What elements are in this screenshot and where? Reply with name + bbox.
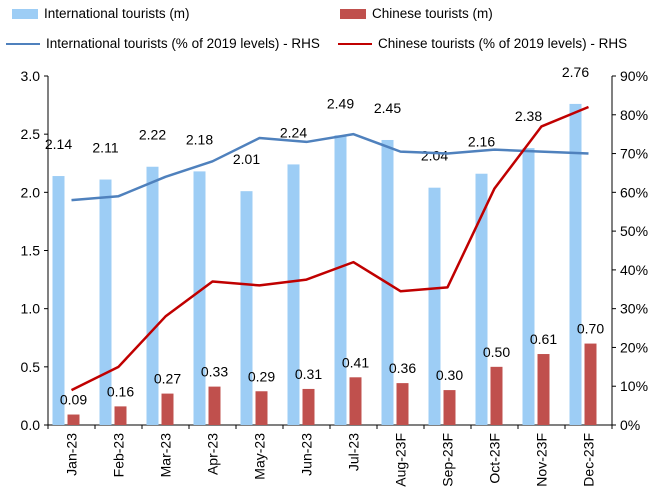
y-right-tick-label: 80% — [620, 107, 648, 123]
data-label-cn: 0.70 — [577, 321, 604, 337]
x-tick-label: Jan-23 — [64, 433, 80, 476]
bar-intl — [193, 171, 206, 425]
data-label-intl: 2.49 — [327, 95, 354, 111]
y-right-tick-label: 50% — [620, 223, 648, 239]
bar-intl — [334, 135, 347, 425]
data-label-cn: 0.30 — [436, 367, 463, 383]
data-label-intl: 2.01 — [233, 151, 260, 167]
bar-intl — [569, 103, 582, 426]
x-tick-label: Jun-23 — [299, 433, 315, 476]
bar-intl — [522, 148, 535, 426]
bar-cn — [67, 414, 80, 425]
data-label-intl: 2.11 — [92, 140, 118, 156]
data-label-cn: 0.41 — [342, 354, 369, 370]
bar-cn — [349, 377, 362, 425]
y-right-tick-label: 20% — [620, 339, 648, 355]
x-tick-label: Sep-23F — [440, 433, 456, 487]
legend: International tourists (m) Chinese touri… — [0, 0, 666, 60]
bar-cn — [584, 343, 597, 425]
data-label-intl: 2.76 — [562, 64, 589, 80]
bar-intl — [475, 173, 488, 425]
data-label-intl: 2.45 — [374, 100, 401, 116]
legend-swatch-cn-bar — [340, 8, 366, 19]
bar-cn — [396, 383, 409, 425]
x-tick-label: May-23 — [252, 433, 268, 480]
legend-item-cn-line: Chinese tourists (% of 2019 levels) - RH… — [338, 36, 627, 51]
x-tick-label: Feb-23 — [111, 433, 127, 478]
bar-intl — [52, 176, 65, 425]
x-tick-label: Nov-23F — [534, 433, 550, 487]
y-right-tick-label: 10% — [620, 378, 648, 394]
legend-swatch-intl-line — [6, 42, 40, 45]
y-right-tick-label: 70% — [620, 146, 648, 162]
data-label-cn: 0.50 — [483, 344, 510, 360]
legend-label-intl-bar: International tourists (m) — [44, 6, 190, 21]
x-tick-label: Aug-23F — [393, 433, 409, 487]
x-tick-label: Jul-23 — [346, 433, 362, 471]
x-tick-label: Oct-23F — [487, 433, 503, 484]
data-label-cn: 0.16 — [107, 383, 134, 399]
legend-item-cn-bar: Chinese tourists (m) — [340, 6, 493, 21]
bar-cn — [114, 406, 127, 425]
x-tick-label: Apr-23 — [205, 433, 221, 475]
bar-cn — [302, 388, 315, 425]
legend-label-cn-bar: Chinese tourists (m) — [372, 6, 493, 21]
legend-swatch-cn-line — [338, 42, 372, 45]
data-label-intl: 2.16 — [468, 134, 495, 150]
data-label-cn: 0.31 — [295, 366, 322, 382]
data-label-cn: 0.61 — [530, 331, 557, 347]
data-label-intl: 2.14 — [45, 136, 72, 152]
y-left-tick-label: 1.5 — [21, 243, 41, 259]
y-right-tick-label: 30% — [620, 301, 648, 317]
bar-intl — [240, 191, 253, 425]
data-label-intl: 2.24 — [280, 124, 307, 140]
bar-cn — [490, 366, 503, 425]
y-right-tick-label: 0% — [620, 417, 640, 433]
y-right-tick-label: 90% — [620, 68, 648, 84]
x-tick-label: Mar-23 — [158, 433, 174, 478]
data-label-intl: 2.18 — [186, 131, 213, 147]
legend-item-intl-bar: International tourists (m) — [12, 6, 190, 21]
line-cn-pct — [70, 105, 589, 392]
data-label-cn: 0.36 — [389, 360, 416, 376]
bar-intl — [99, 179, 112, 425]
x-tick-label: Dec-23F — [581, 433, 597, 487]
bar-cn — [537, 354, 550, 425]
y-left-tick-label: 2.0 — [21, 184, 41, 200]
y-right-tick-label: 60% — [620, 184, 648, 200]
legend-label-cn-line: Chinese tourists (% of 2019 levels) - RH… — [378, 36, 628, 51]
bar-cn — [443, 390, 456, 425]
legend-item-intl-line: International tourists (% of 2019 levels… — [6, 36, 320, 51]
bar-intl — [287, 164, 300, 425]
legend-swatch-intl-bar — [12, 8, 38, 19]
bar-cn — [161, 393, 174, 425]
y-right-tick-label: 40% — [620, 262, 648, 278]
line-intl-pct — [71, 132, 589, 202]
bar-intl — [146, 166, 159, 426]
data-label-intl: 2.22 — [139, 127, 166, 143]
data-label-cn: 0.27 — [154, 371, 181, 387]
data-label-intl: 2.38 — [515, 108, 542, 124]
bar-cn — [255, 391, 268, 425]
data-label-cn: 0.09 — [60, 392, 87, 408]
data-label-cn: 0.29 — [248, 368, 275, 384]
y-left-tick-label: 0.5 — [21, 359, 41, 375]
bar-intl — [428, 187, 441, 425]
bar-cn — [208, 386, 221, 425]
y-left-tick-label: 2.5 — [21, 126, 41, 142]
y-left-tick-label: 0.0 — [21, 417, 41, 433]
data-label-intl: 2.04 — [421, 148, 448, 164]
data-label-cn: 0.33 — [201, 364, 228, 380]
legend-label-intl-line: International tourists (% of 2019 levels… — [46, 36, 320, 51]
y-left-tick-label: 1.0 — [21, 301, 41, 317]
y-left-tick-label: 3.0 — [21, 68, 41, 84]
